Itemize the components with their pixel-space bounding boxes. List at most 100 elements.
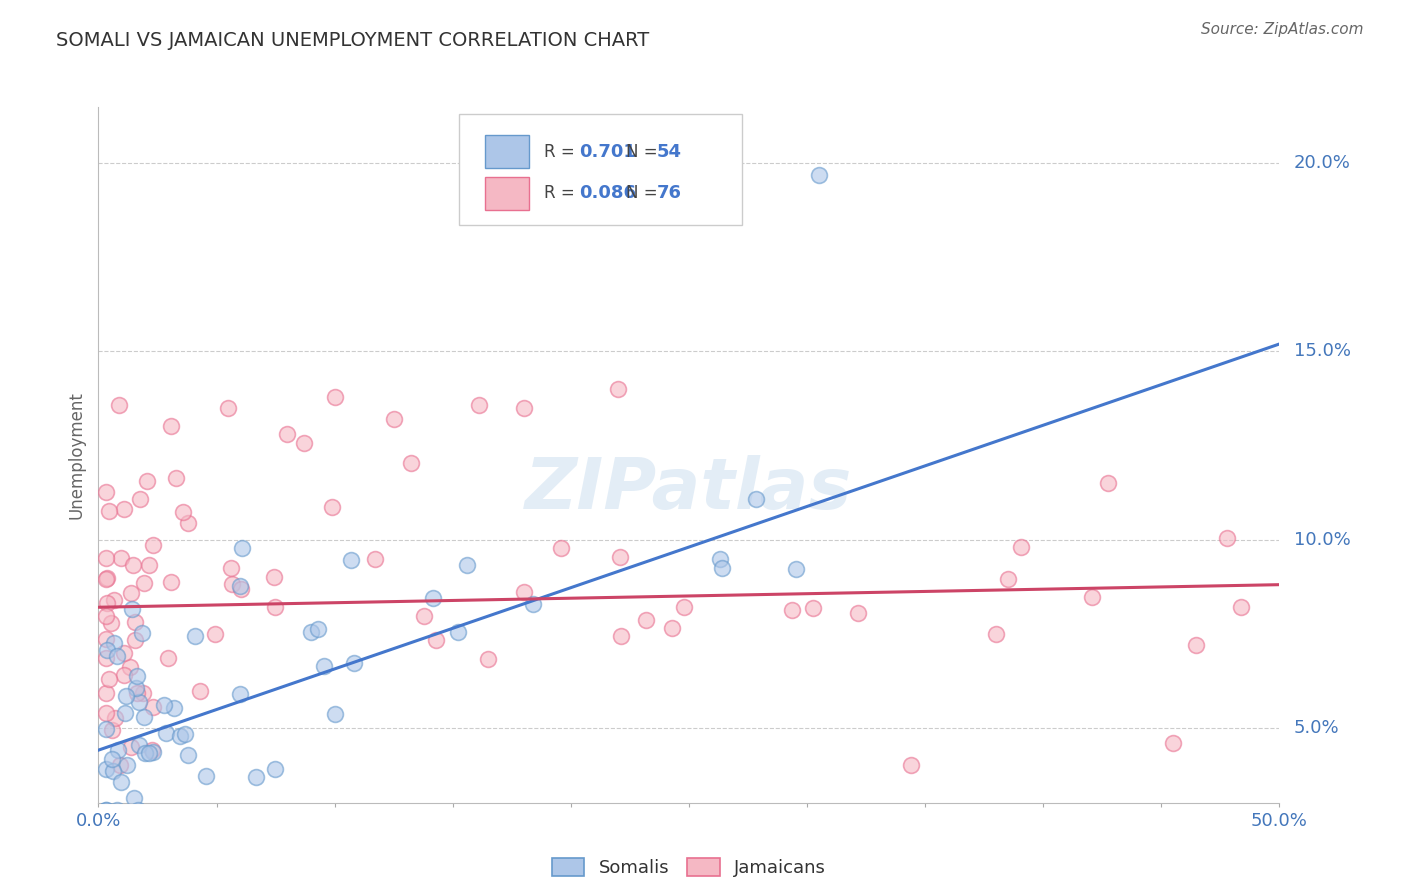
Point xyxy=(94,609,117,624)
Point xyxy=(323,390,346,404)
Point xyxy=(1010,540,1032,554)
Point xyxy=(263,570,285,584)
Point xyxy=(110,775,132,789)
Text: 0.701: 0.701 xyxy=(579,143,636,161)
Point xyxy=(159,418,181,433)
Point xyxy=(127,803,149,817)
Point xyxy=(1229,599,1251,614)
Text: SOMALI VS JAMAICAN UNEMPLOYMENT CORRELATION CHART: SOMALI VS JAMAICAN UNEMPLOYMENT CORRELAT… xyxy=(56,31,650,50)
Point xyxy=(94,803,117,817)
Point xyxy=(221,577,243,591)
Point xyxy=(124,681,146,695)
Point xyxy=(513,584,536,599)
Text: 0.086: 0.086 xyxy=(579,185,636,202)
Point xyxy=(112,501,135,516)
Point xyxy=(101,764,124,779)
Point xyxy=(94,762,117,776)
Point xyxy=(801,601,824,615)
Point xyxy=(1161,736,1184,750)
Point xyxy=(219,561,242,575)
Point xyxy=(136,475,159,489)
Point xyxy=(94,550,117,565)
Point xyxy=(142,745,165,759)
Point xyxy=(456,558,478,572)
Point xyxy=(607,382,630,396)
Point xyxy=(194,769,217,783)
Point xyxy=(204,627,226,641)
Point xyxy=(512,401,534,415)
Point xyxy=(112,646,135,660)
Point xyxy=(425,633,447,648)
Point xyxy=(312,658,335,673)
Text: R =: R = xyxy=(544,143,579,161)
Point xyxy=(128,738,150,752)
Text: N =: N = xyxy=(626,185,664,202)
Point xyxy=(101,723,124,737)
Point xyxy=(104,711,127,725)
Point xyxy=(183,629,205,643)
Point xyxy=(321,500,343,515)
Point xyxy=(229,582,252,596)
Point xyxy=(264,599,287,614)
Point xyxy=(138,746,160,760)
Point xyxy=(94,484,117,499)
Point xyxy=(94,706,117,721)
Point xyxy=(780,602,803,616)
Text: 10.0%: 10.0% xyxy=(1294,531,1350,549)
Point xyxy=(264,762,287,776)
Point xyxy=(120,740,142,755)
Point xyxy=(984,626,1007,640)
Point xyxy=(114,706,136,720)
Point xyxy=(292,436,315,450)
Point xyxy=(900,758,922,772)
Point xyxy=(94,572,117,586)
Text: 54: 54 xyxy=(657,143,682,161)
Point xyxy=(172,505,194,519)
Point xyxy=(128,695,150,709)
Point xyxy=(103,593,125,607)
Point xyxy=(141,743,163,757)
Point xyxy=(152,698,174,713)
Point xyxy=(142,699,165,714)
Point xyxy=(340,552,363,566)
Point xyxy=(121,585,143,599)
Point xyxy=(129,491,152,506)
Point xyxy=(156,651,179,665)
Point xyxy=(673,599,696,614)
Point xyxy=(115,758,138,772)
Point xyxy=(100,615,122,630)
Point xyxy=(94,651,117,665)
Legend: Somalis, Jamaicans: Somalis, Jamaicans xyxy=(544,850,834,884)
Point xyxy=(101,751,124,765)
Point xyxy=(467,398,489,412)
Point xyxy=(132,575,155,590)
Point xyxy=(173,727,195,741)
Point xyxy=(96,596,118,610)
Point xyxy=(1215,531,1237,545)
Point xyxy=(125,686,148,700)
Point xyxy=(132,686,155,700)
Text: N =: N = xyxy=(626,143,664,161)
Point xyxy=(299,624,322,639)
Point xyxy=(124,615,146,629)
Point xyxy=(105,803,128,817)
Point xyxy=(125,669,148,683)
Point xyxy=(364,552,387,566)
Point xyxy=(115,690,138,704)
Point xyxy=(401,456,423,470)
Point xyxy=(94,632,117,646)
Point xyxy=(661,621,683,635)
Point xyxy=(846,607,869,621)
Point xyxy=(1097,475,1119,490)
Point xyxy=(412,608,434,623)
FancyBboxPatch shape xyxy=(458,114,742,226)
Point xyxy=(97,672,120,686)
Point xyxy=(108,758,131,772)
Point xyxy=(138,558,160,572)
Point xyxy=(1185,638,1208,652)
Point xyxy=(96,643,118,657)
Point xyxy=(131,626,153,640)
Point xyxy=(107,648,129,663)
Text: 15.0%: 15.0% xyxy=(1294,343,1351,360)
Point xyxy=(610,629,633,643)
